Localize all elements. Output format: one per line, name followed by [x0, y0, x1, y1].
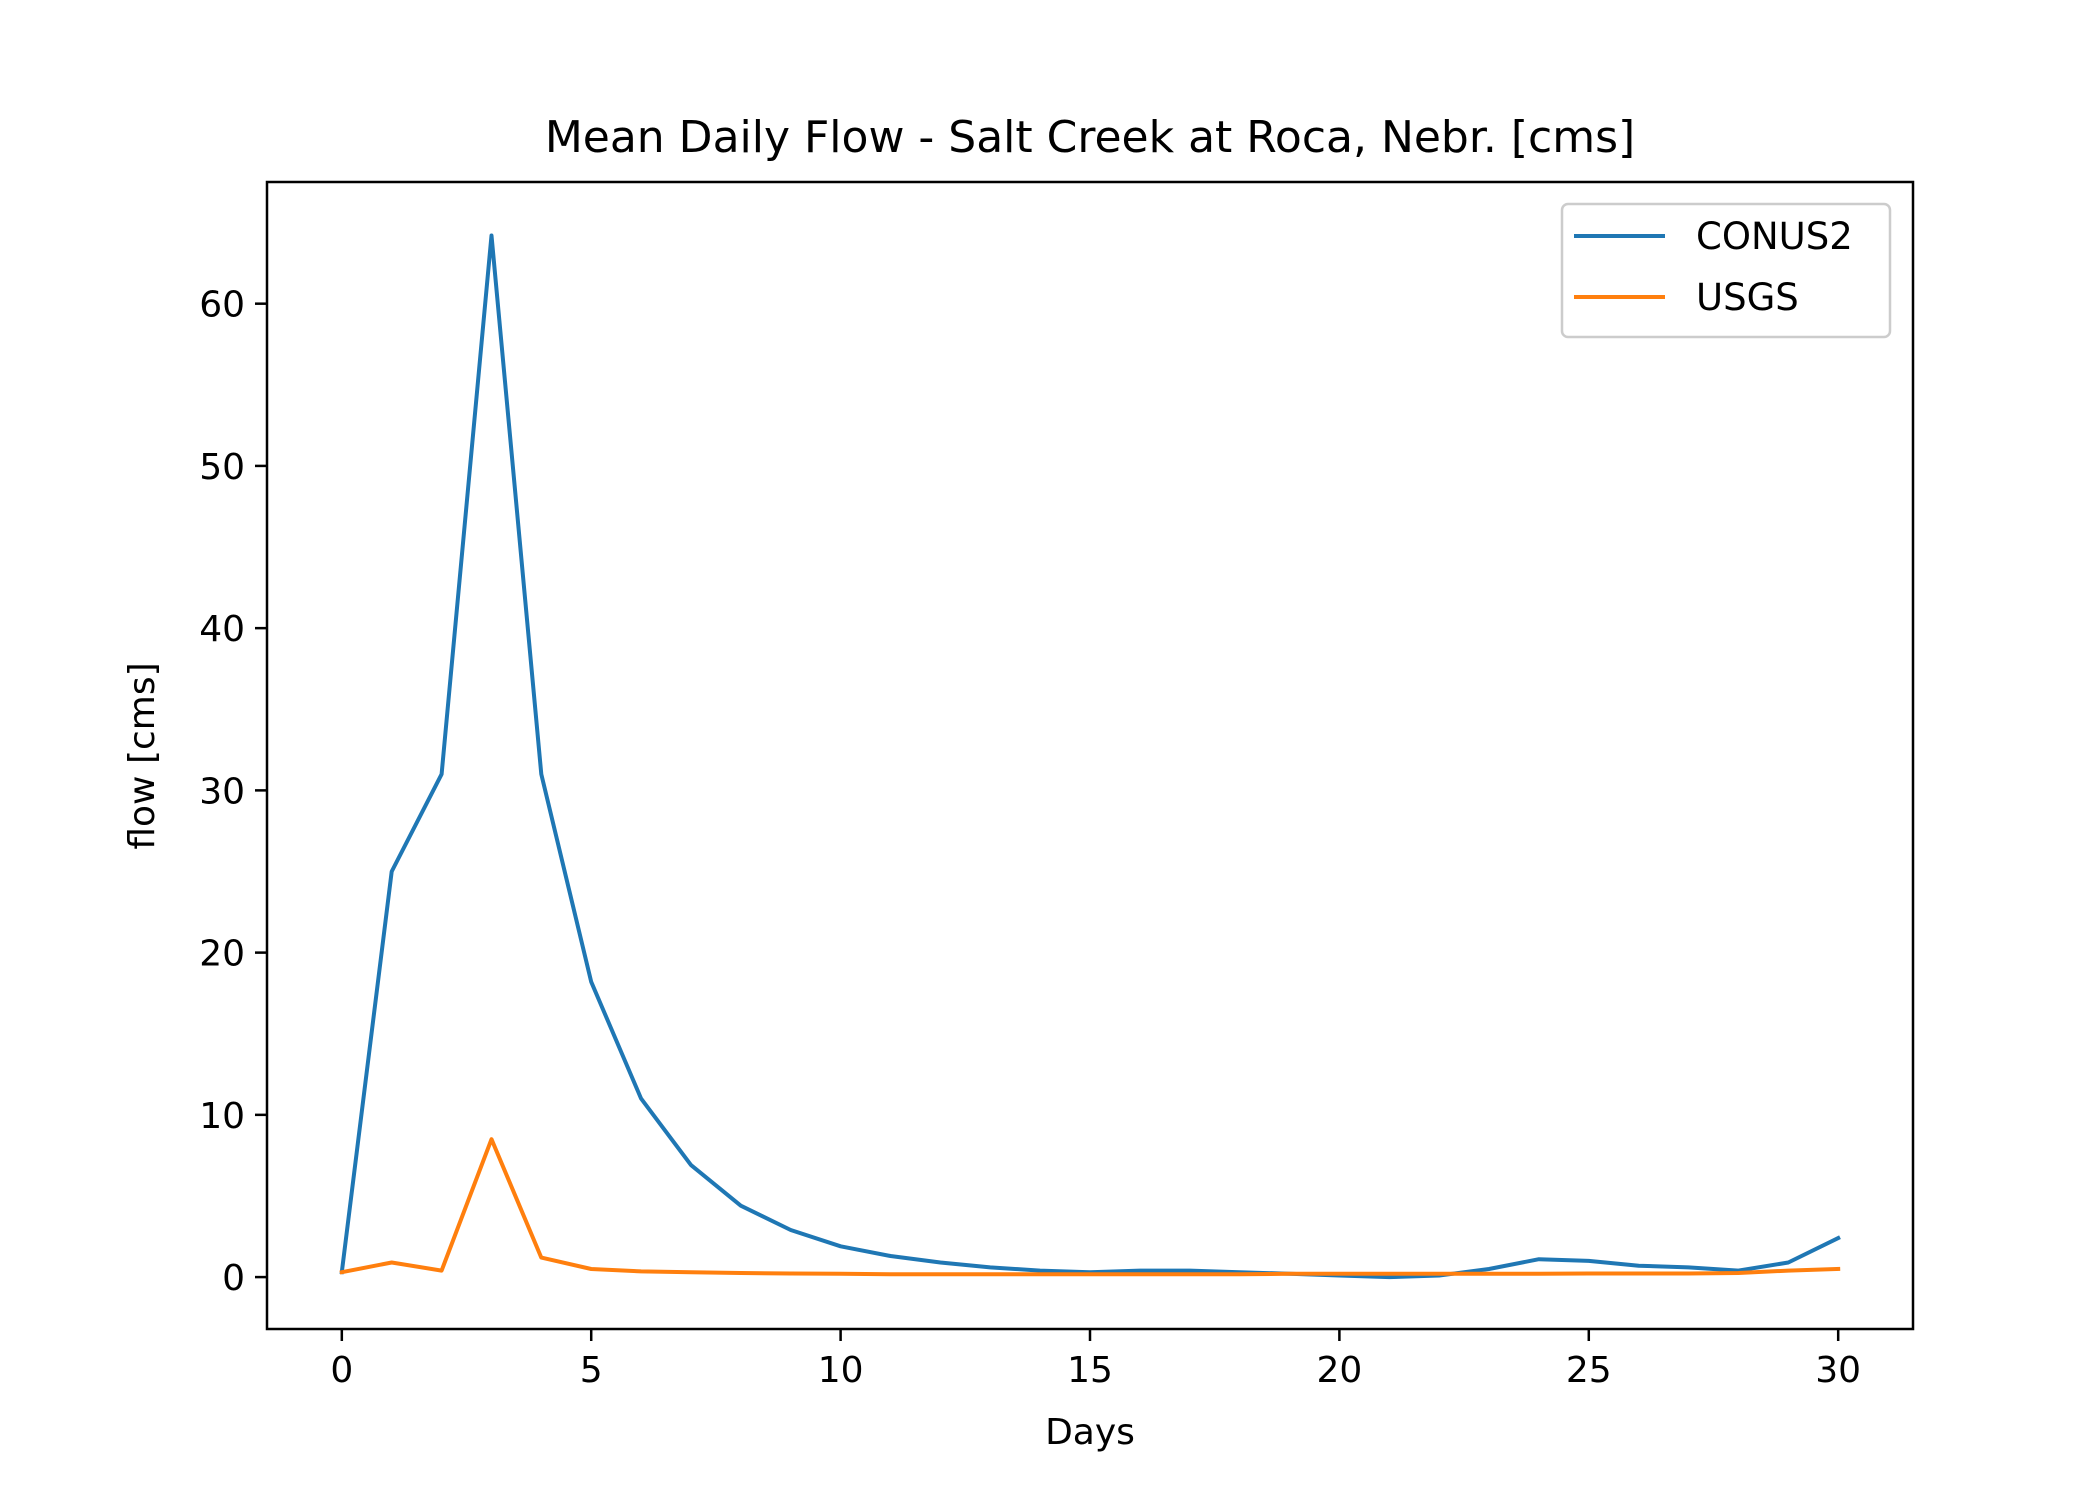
x-tick-label: 20 — [1316, 1350, 1362, 1391]
y-axis-label: flow [cms] — [122, 662, 163, 849]
y-tick-label: 20 — [199, 934, 245, 975]
legend-label-conus2: CONUS2 — [1696, 215, 1853, 258]
y-axis-ticks: 0 10 20 30 40 50 60 — [199, 285, 267, 1299]
x-tick-label: 5 — [580, 1350, 603, 1391]
legend: CONUS2 USGS — [1560, 202, 1892, 339]
y-tick-label: 10 — [199, 1096, 245, 1137]
chart-title: Mean Daily Flow - Salt Creek at Roca, Ne… — [545, 112, 1635, 163]
y-tick-label: 40 — [199, 609, 245, 650]
series-line-usgs — [339, 1137, 1841, 1277]
series-lines — [339, 233, 1841, 1280]
y-tick-label: 0 — [222, 1258, 245, 1299]
x-axis-label: Days — [1045, 1412, 1135, 1453]
y-tick-label: 30 — [199, 771, 245, 812]
y-tick-label: 50 — [199, 447, 245, 488]
x-tick-label: 30 — [1815, 1350, 1861, 1391]
x-tick-label: 15 — [1067, 1350, 1113, 1391]
x-tick-label: 10 — [818, 1350, 864, 1391]
legend-label-usgs: USGS — [1696, 276, 1799, 319]
y-tick-label: 60 — [199, 285, 245, 326]
x-tick-label: 25 — [1566, 1350, 1612, 1391]
x-tick-label: 0 — [330, 1350, 353, 1391]
x-axis-ticks: 0 5 10 15 20 25 30 — [330, 1329, 1861, 1391]
